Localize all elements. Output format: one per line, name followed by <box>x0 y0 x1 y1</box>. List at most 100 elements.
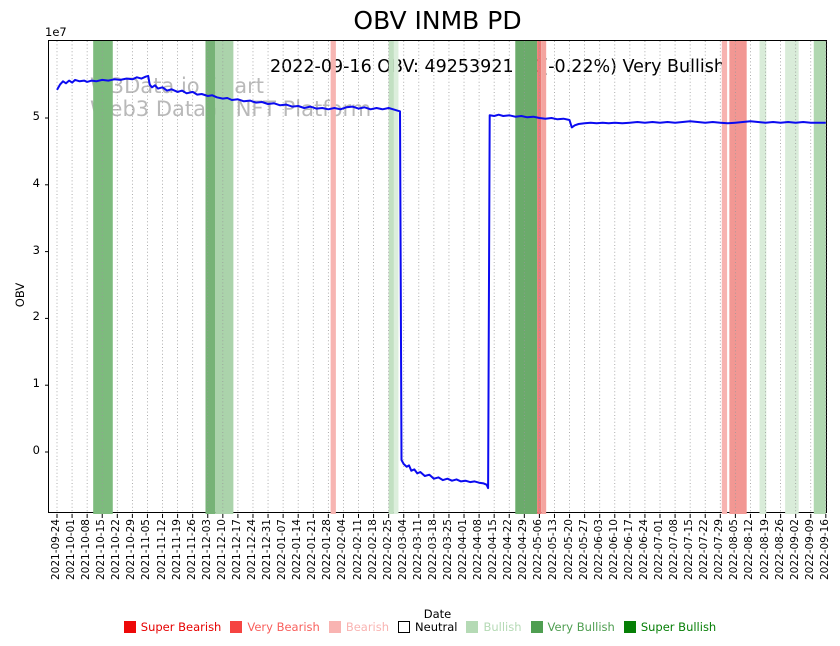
sentiment-legend: Super Bearish Very Bearish Bearish Neutral B… <box>0 620 840 634</box>
legend-label: Bullish <box>483 620 522 634</box>
x-tick-label-2022-04-29: 2022-04-29 <box>517 519 530 581</box>
legend-label: Very Bearish <box>247 620 320 634</box>
x-tick-label-2021-10-15: 2021-10-15 <box>95 519 108 581</box>
y-axis-label: OBV <box>13 282 28 308</box>
legend-swatch-icon <box>328 621 341 633</box>
x-tick-label-2022-03-18: 2022-03-18 <box>426 519 439 581</box>
x-tick-label-2021-10-01: 2021-10-01 <box>65 519 78 581</box>
x-tick-label-2022-02-11: 2022-02-11 <box>351 519 364 581</box>
sentiment-band-bullish <box>813 41 826 514</box>
legend-item-bearish: Bearish <box>328 620 390 634</box>
y-tick-label-0: 0 <box>32 443 40 457</box>
x-tick-label-2022-01-21: 2022-01-21 <box>306 519 319 581</box>
x-tick-label-2022-07-22: 2022-07-22 <box>698 519 711 581</box>
x-tick-label-2022-05-13: 2022-05-13 <box>547 519 560 581</box>
x-tick-label-2022-01-14: 2022-01-14 <box>291 519 304 581</box>
x-tick-label-2022-07-08: 2022-07-08 <box>668 519 681 581</box>
y-axis-offset-label: 1e7 <box>45 25 67 39</box>
legend-swatch-icon <box>230 621 243 633</box>
legend-item-super-bullish: Super Bullish <box>623 620 717 634</box>
x-tick-label-2022-06-24: 2022-06-24 <box>637 519 650 581</box>
legend-label: Super Bullish <box>640 620 717 634</box>
legend-item-very-bearish: Very Bearish <box>230 620 320 634</box>
legend-label: Super Bearish <box>140 620 222 634</box>
x-tick-label-2021-12-31: 2021-12-31 <box>261 519 274 581</box>
x-tick-label-2022-04-22: 2022-04-22 <box>502 519 515 581</box>
sentiment-band-bearish <box>541 41 547 514</box>
legend-swatch-icon <box>623 621 636 633</box>
x-tick-label-2021-11-05: 2021-11-05 <box>140 519 153 581</box>
sentiment-band-very-bullish <box>93 41 113 514</box>
x-tick-label-2021-12-24: 2021-12-24 <box>245 519 258 581</box>
x-tick-label-2022-05-20: 2022-05-20 <box>562 519 575 581</box>
obv-line-series <box>56 74 826 490</box>
x-tick-label-2022-08-05: 2022-08-05 <box>728 519 741 581</box>
x-tick-label-2022-08-12: 2022-08-12 <box>743 519 756 581</box>
plot-area <box>45 40 827 518</box>
x-tick-label-2022-04-01: 2022-04-01 <box>457 519 470 581</box>
x-tick-label-2022-03-25: 2022-03-25 <box>441 519 454 581</box>
x-tick-label-2022-07-29: 2022-07-29 <box>713 519 726 581</box>
x-tick-label-2022-09-16: 2022-09-16 <box>818 519 831 581</box>
legend-item-bullish: Bullish <box>466 620 522 634</box>
obv-line-chart <box>45 41 827 518</box>
legend-swatch-icon <box>466 621 479 633</box>
watermark-line1: W3Data.io Chart <box>90 74 265 98</box>
sentiment-band-bullish <box>759 41 767 514</box>
x-tick-label-2021-09-24: 2021-09-24 <box>50 519 62 581</box>
legend-label: Bearish <box>345 620 390 634</box>
y-tick-label-2: 2 <box>32 309 40 324</box>
sentiment-band-bearish <box>330 41 336 514</box>
x-tick-label-2022-02-04: 2022-02-04 <box>336 519 349 581</box>
x-tick-label-2022-06-03: 2022-06-03 <box>592 519 605 581</box>
sentiment-band-bullish <box>393 41 399 514</box>
x-tick-label-2022-01-07: 2022-01-07 <box>276 519 289 581</box>
chart-subtitle: 2022-09-16 OBV: 49253921.00(-0.22%) Very… <box>270 57 725 77</box>
x-tick-label-2021-11-12: 2021-11-12 <box>155 519 168 581</box>
x-tick-label-2021-10-29: 2021-10-29 <box>125 519 138 581</box>
x-tick-label-2022-09-09: 2022-09-09 <box>803 519 816 581</box>
x-tick-label-2021-10-08: 2021-10-08 <box>80 519 93 581</box>
y-tick-label-4: 4 <box>32 175 40 190</box>
sentiment-band-very-bullish <box>515 41 538 514</box>
x-tick-label-2022-03-04: 2022-03-04 <box>396 519 409 581</box>
sentiment-band-very-bullish <box>205 41 216 514</box>
x-tick-label-2022-06-10: 2022-06-10 <box>607 519 620 581</box>
chart-title: OBV INMB PD <box>353 6 522 35</box>
legend-item-neutral: Neutral <box>398 620 457 634</box>
x-tick-label-2022-07-15: 2022-07-15 <box>683 519 696 581</box>
x-tick-label-2022-08-26: 2022-08-26 <box>773 519 786 581</box>
x-tick-label-2022-07-01: 2022-07-01 <box>653 519 665 581</box>
x-tick-label-2021-10-22: 2021-10-22 <box>110 519 123 581</box>
sentiment-band-bearish <box>721 41 728 514</box>
x-tick-label-2022-02-25: 2022-02-25 <box>381 519 394 581</box>
y-tick-label-1: 1 <box>32 376 40 391</box>
x-tick-label-2022-04-08: 2022-04-08 <box>472 519 485 581</box>
legend-label: Neutral <box>415 620 458 634</box>
legend-swatch-icon <box>530 621 543 633</box>
legend-swatch-icon <box>398 621 411 633</box>
x-tick-label-2022-09-02: 2022-09-02 <box>788 519 801 581</box>
legend-swatch-icon <box>123 621 136 633</box>
legend-item-very-bullish: Very Bullish <box>530 620 615 634</box>
x-tick-label-2022-01-28: 2022-01-28 <box>321 519 334 581</box>
sentiment-band-very-bearish <box>537 41 542 514</box>
x-tick-label-2022-05-06: 2022-05-06 <box>532 519 545 581</box>
x-tick-label-2022-08-19: 2022-08-19 <box>758 519 771 581</box>
x-tick-label-2022-03-11: 2022-03-11 <box>411 519 424 581</box>
sentiment-band-bullish <box>215 41 234 514</box>
x-tick-label-2021-12-17: 2021-12-17 <box>230 519 243 581</box>
x-tick-label-2021-11-26: 2021-11-26 <box>185 519 198 581</box>
sentiment-band-bullish <box>785 41 799 514</box>
x-tick-label-2022-05-27: 2022-05-27 <box>577 519 590 581</box>
x-axis-label: Date <box>423 607 452 621</box>
sentiment-band-bullish <box>388 41 394 514</box>
y-tick-label-5: 5 <box>32 109 40 123</box>
x-tick-label-2021-12-03: 2021-12-03 <box>200 519 213 581</box>
legend-item-super-bearish: Super Bearish <box>123 620 222 634</box>
sentiment-band-very-bearish <box>729 41 747 514</box>
y-tick-label-3: 3 <box>32 242 40 257</box>
x-tick-label-2022-06-17: 2022-06-17 <box>622 519 635 581</box>
x-tick-label-2021-11-19: 2021-11-19 <box>170 519 183 581</box>
